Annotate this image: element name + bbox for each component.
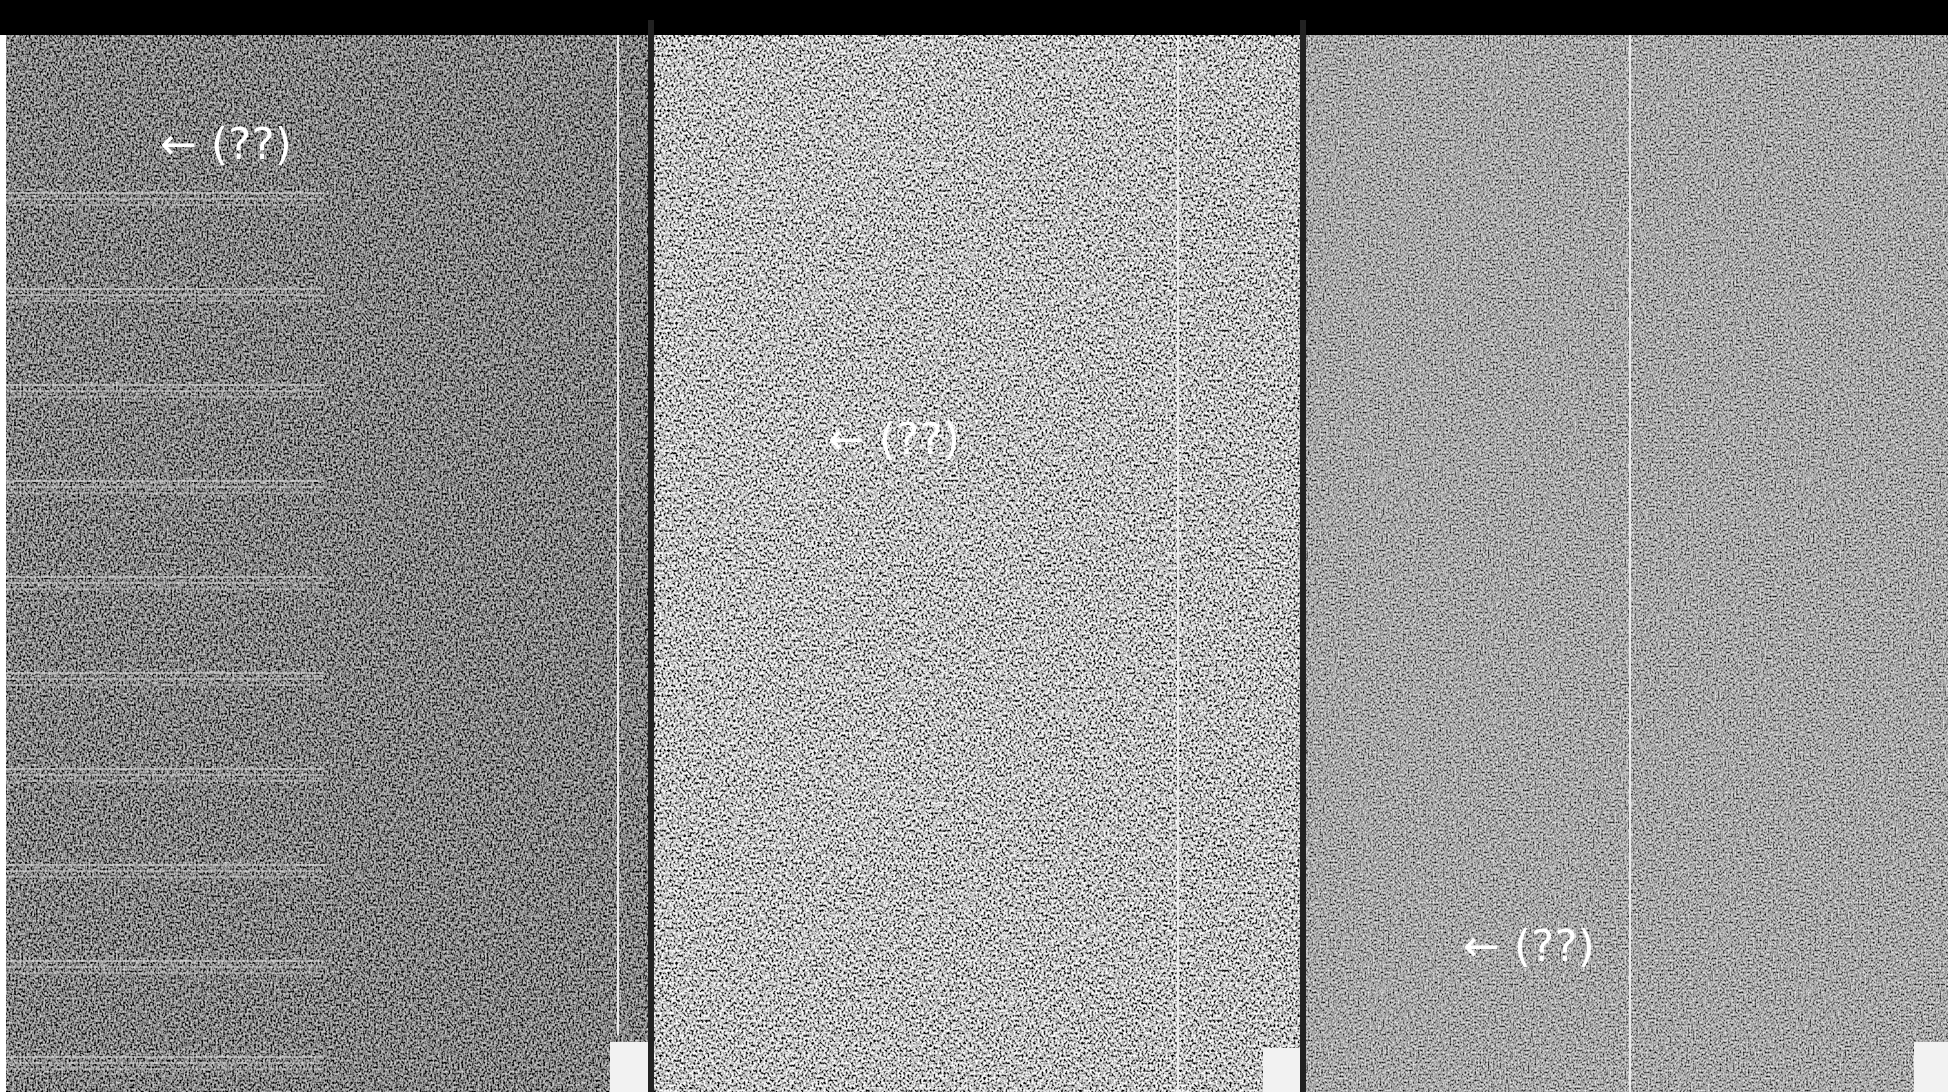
- annotation: ← (??): [1463, 921, 1595, 972]
- top-bar: [0, 0, 1948, 35]
- divider: [648, 20, 654, 1092]
- panel: ← (??): [654, 35, 1300, 1092]
- vertical-line: [1177, 35, 1179, 1092]
- corner-box: [1263, 1048, 1300, 1092]
- screenshot: ← (??) ← (??) ← (??): [0, 0, 1948, 1092]
- panel: ← (??): [1306, 35, 1948, 1092]
- divider: [1300, 20, 1306, 1092]
- noise-image: [654, 35, 1300, 1092]
- vertical-line: [1629, 35, 1631, 1092]
- page: ← (??) ← (??) ← (??) (() => { const data…: [0, 0, 1948, 1092]
- vertical-line: [617, 35, 619, 1035]
- streaks: [6, 110, 324, 1092]
- corner-box: [610, 1042, 648, 1092]
- annotation: ← (??): [828, 414, 960, 465]
- panel: ← (??): [6, 35, 648, 1092]
- annotation: ← (??): [160, 119, 292, 170]
- noise-image: [1306, 35, 1948, 1092]
- corner-box: [1914, 1042, 1948, 1092]
